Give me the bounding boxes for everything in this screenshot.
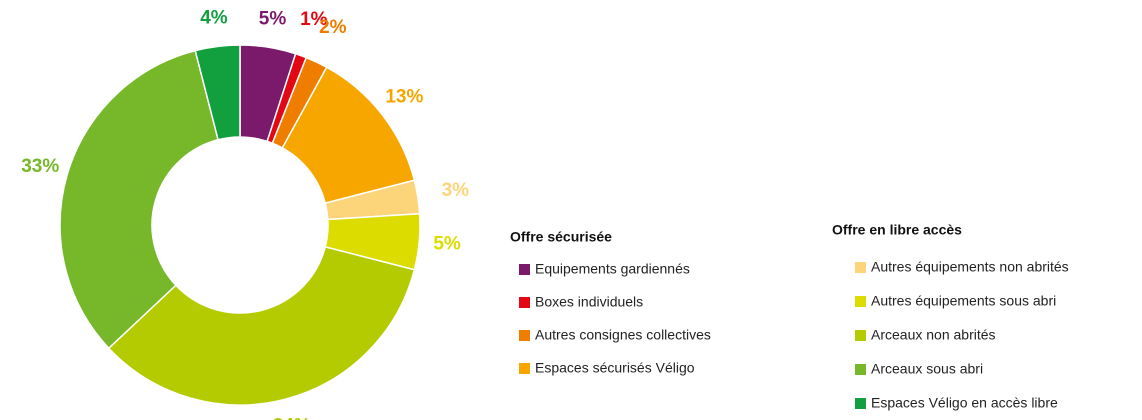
legend-swatch [519, 363, 530, 374]
legend-label: Espaces Véligo en accès libre [871, 395, 1058, 411]
slice-label: 13% [385, 87, 423, 108]
legend-swatch [855, 364, 866, 375]
slice-label: 4% [200, 8, 228, 29]
legend-swatch [519, 264, 530, 275]
legend-label: Arceaux non abrités [871, 327, 996, 343]
legend-label: Equipements gardiennés [535, 261, 690, 277]
donut-slice [107, 245, 416, 406]
legend-swatch [519, 297, 530, 308]
legend-swatch [855, 398, 866, 409]
legend-title: Offre en libre accès [832, 222, 962, 238]
donut-slice [194, 44, 241, 141]
legend-swatch [855, 262, 866, 273]
legend-label: Arceaux sous abri [871, 361, 983, 377]
slice-label: 5% [259, 9, 287, 30]
slice-label: 2% [319, 17, 347, 38]
legend-label: Boxes individuels [535, 294, 643, 310]
slice-label: 1% [300, 9, 328, 30]
legend-label: Autres consignes collectives [535, 327, 711, 343]
slice-label: 3% [442, 180, 470, 201]
slice-label: 33% [21, 156, 59, 177]
legend-label: Espaces sécurisés Véligo [535, 360, 695, 376]
legend-title: Offre sécurisée [510, 229, 612, 245]
legend-label: Autres équipements non abrités [871, 259, 1069, 275]
legend-swatch [519, 330, 530, 341]
slice-label: 34% [273, 415, 311, 420]
legend-swatch [855, 296, 866, 307]
donut-slice [59, 49, 220, 350]
legend-label: Autres équipements sous abri [871, 293, 1056, 309]
slice-label: 5% [433, 234, 461, 255]
legend-swatch [855, 330, 866, 341]
